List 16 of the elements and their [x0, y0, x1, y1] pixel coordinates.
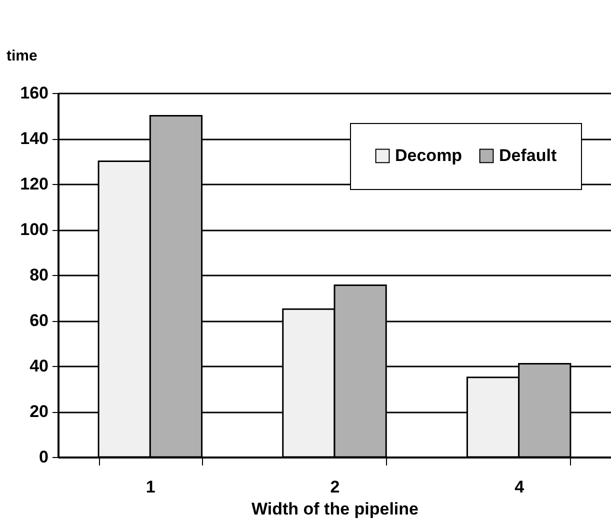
y-tick-label: 100	[20, 220, 48, 239]
y-tick-label: 160	[20, 84, 48, 102]
x-tick-label: 1	[146, 478, 156, 496]
x-tick-label: 4	[514, 478, 525, 496]
legend-label: Decomp	[395, 146, 462, 165]
y-tick-label: 140	[20, 129, 48, 148]
y-tick-label: 40	[30, 356, 48, 376]
y-tick-label: 80	[30, 266, 48, 284]
x-tick-label: 2	[330, 478, 340, 496]
x-axis-title: Width of the pipeline	[252, 500, 418, 518]
y-tick-label: 120	[20, 174, 48, 194]
legend-label: Default	[499, 146, 557, 165]
y-tick-label: 20	[30, 402, 48, 421]
y-tick-label: 60	[30, 311, 48, 330]
y-tick-label: 0	[39, 448, 48, 466]
y-axis-title: time	[6, 48, 38, 64]
